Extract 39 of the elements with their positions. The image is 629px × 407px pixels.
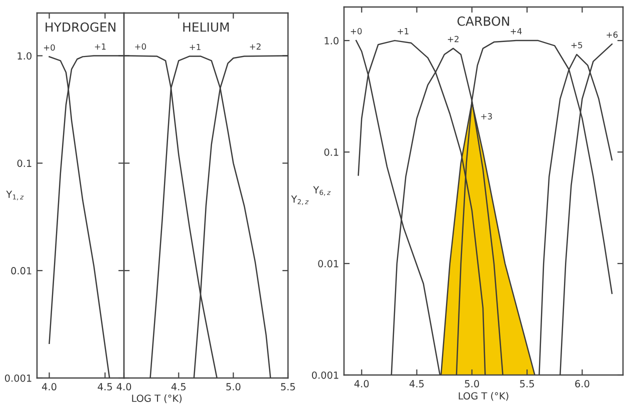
text: HYDROGEN xyxy=(46,22,116,32)
y-tick-label: 0.1 xyxy=(17,160,32,167)
text: HELIUM xyxy=(183,22,229,32)
series-label: +0 xyxy=(135,43,146,50)
y-axis-title: Y$_{6,z}$ xyxy=(313,186,331,196)
x-tick-label: 4.0 xyxy=(116,383,132,390)
x-tick-label: 5.5 xyxy=(281,383,295,390)
y-tick-label: 0.01 xyxy=(11,267,32,274)
series-label: +1 xyxy=(94,43,106,50)
series-label: +6 xyxy=(606,32,618,38)
x-axis-title: LOG T (°K) xyxy=(132,394,182,404)
series-label: +5 xyxy=(571,42,582,48)
y-tick-label: 1.0 xyxy=(18,52,32,60)
series-label: +2 xyxy=(448,36,458,42)
y-tick-label: 0.1 xyxy=(324,148,338,156)
x-tick-label: 4.5 xyxy=(171,383,186,390)
y-tick-label: 0.001 xyxy=(4,374,32,382)
series-label: +3 xyxy=(481,113,492,120)
series-label: +0 xyxy=(350,28,362,34)
x-axis-title: LOG T (°K) xyxy=(458,392,508,401)
text: CARBON xyxy=(457,16,510,26)
y-axis-title: Y$_{1,z}$ xyxy=(6,190,24,200)
x-tick-label: 4.5 xyxy=(98,383,112,390)
x-tick-label: 6.0 xyxy=(575,380,590,388)
x-tick-label: 5.0 xyxy=(464,380,480,388)
series-label: +0 xyxy=(44,44,55,51)
x-tick-label: 4.5 xyxy=(410,380,424,388)
y-tick-label: 0.001 xyxy=(312,371,338,379)
series-label: +1 xyxy=(190,44,200,50)
x-tick-label: 4.0 xyxy=(354,380,369,388)
y-axis-title: Y$_{2,z}$ xyxy=(291,196,309,205)
series-label: +1 xyxy=(398,28,408,34)
series-label: +4 xyxy=(510,28,522,34)
x-tick-label: 5.5 xyxy=(520,380,534,388)
series-label: +2 xyxy=(250,43,261,50)
y-tick-label: 0.01 xyxy=(318,260,338,268)
x-tick-label: 4.0 xyxy=(42,383,56,390)
x-tick-label: 5.0 xyxy=(226,383,240,390)
y-tick-label: 1.0 xyxy=(324,37,338,44)
